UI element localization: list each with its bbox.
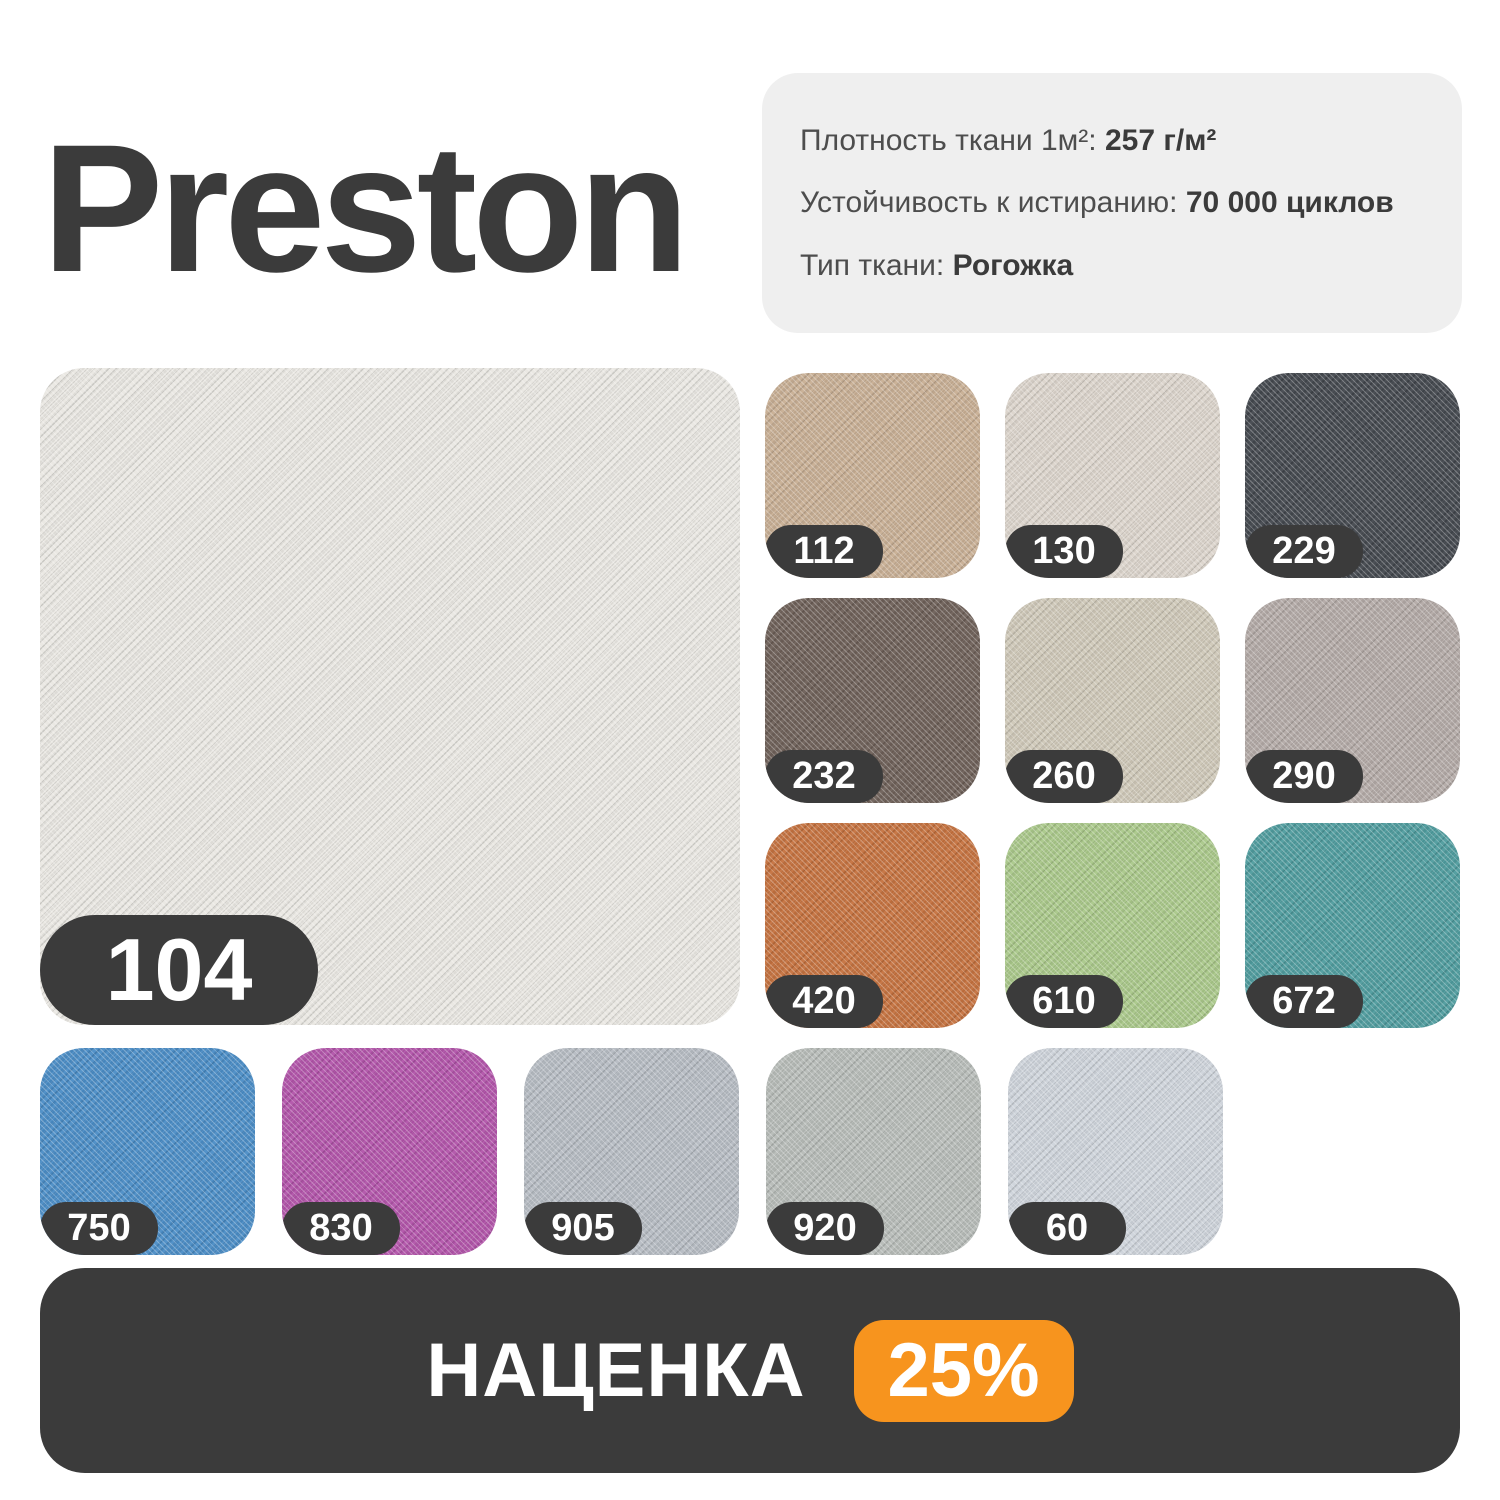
fabric-swatch-830[interactable]: 830 xyxy=(282,1048,497,1255)
fabric-swatch-104-main[interactable]: 104 xyxy=(40,368,740,1025)
spec-value: 257 г/м² xyxy=(1104,123,1217,157)
swatch-code-badge: 905 xyxy=(524,1202,642,1255)
swatch-code-badge: 420 xyxy=(765,975,883,1028)
swatch-code-badge: 229 xyxy=(1245,525,1363,578)
swatch-code-badge: 112 xyxy=(765,525,883,578)
markup-bar: НАЦЕНКА 25% xyxy=(40,1268,1460,1473)
swatch-code-badge: 130 xyxy=(1005,525,1123,578)
swatch-code-badge: 610 xyxy=(1005,975,1123,1028)
swatch-code-badge: 232 xyxy=(765,750,883,803)
palette-bottom-row: 750 830 905 920 60 xyxy=(40,1048,1223,1255)
swatch-code-badge: 672 xyxy=(1245,975,1363,1028)
fabric-swatch-905[interactable]: 905 xyxy=(524,1048,739,1255)
swatch-code-badge: 750 xyxy=(40,1202,158,1255)
spec-value: 70 000 циклов xyxy=(1185,186,1394,220)
fabric-swatch-672[interactable]: 672 xyxy=(1245,823,1460,1028)
spec-row-abrasion: Устойчивость к истиранию: 70 000 циклов xyxy=(800,187,1424,219)
spec-label: Плотность ткани 1м²: xyxy=(800,123,1097,157)
swatch-code-badge: 104 xyxy=(40,915,318,1025)
fabric-swatch-920[interactable]: 920 xyxy=(766,1048,981,1255)
swatch-code-badge: 290 xyxy=(1245,750,1363,803)
fabric-swatch-130[interactable]: 130 xyxy=(1005,373,1220,578)
swatch-code-badge: 920 xyxy=(766,1202,884,1255)
spec-label: Устойчивость к истиранию: xyxy=(800,186,1178,220)
fabric-swatch-290[interactable]: 290 xyxy=(1245,598,1460,803)
fabric-swatch-229[interactable]: 229 xyxy=(1245,373,1460,578)
spec-label: Тип ткани: xyxy=(800,248,945,282)
fabric-swatch-610[interactable]: 610 xyxy=(1005,823,1220,1028)
palette-grid: 112 130 229 232 260 290 420 610 672 xyxy=(765,373,1460,1028)
fabric-swatch-260[interactable]: 260 xyxy=(1005,598,1220,803)
specs-card: Плотность ткани 1м²: 257 г/м² Устойчивос… xyxy=(762,73,1462,333)
markup-label: НАЦЕНКА xyxy=(426,1328,806,1413)
fabric-swatch-60[interactable]: 60 xyxy=(1008,1048,1223,1255)
fabric-swatch-750[interactable]: 750 xyxy=(40,1048,255,1255)
spec-value: Рогожка xyxy=(952,248,1074,282)
swatch-code-badge: 260 xyxy=(1005,750,1123,803)
spec-row-density: Плотность ткани 1м²: 257 г/м² xyxy=(800,125,1424,157)
fabric-swatch-420[interactable]: 420 xyxy=(765,823,980,1028)
markup-percent-badge: 25% xyxy=(853,1319,1074,1422)
swatch-code-badge: 830 xyxy=(282,1202,400,1255)
fabric-swatch-112[interactable]: 112 xyxy=(765,373,980,578)
page-title: Preston xyxy=(42,106,690,310)
spec-row-type: Тип ткани: Рогожка xyxy=(800,250,1424,282)
fabric-swatch-232[interactable]: 232 xyxy=(765,598,980,803)
swatch-code-badge: 60 xyxy=(1008,1202,1126,1255)
